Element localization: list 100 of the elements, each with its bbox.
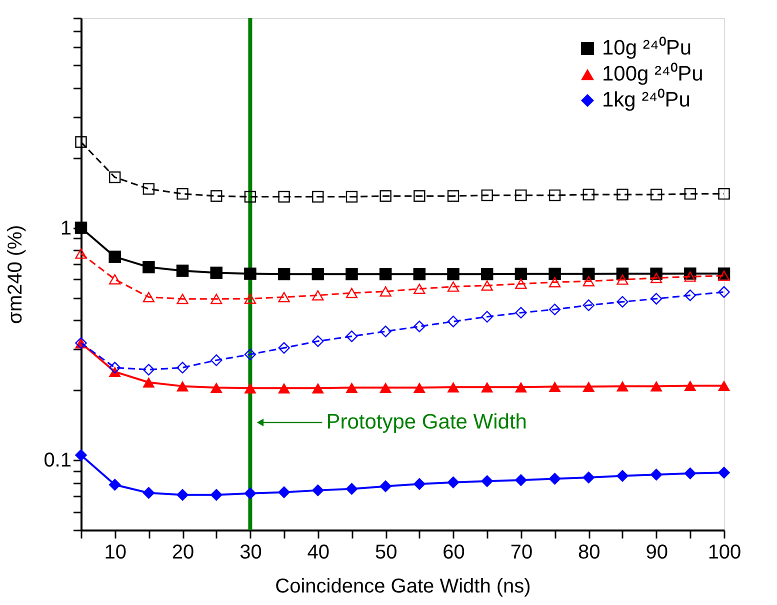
point [684,289,696,302]
y-tick-label: 0.1 [44,450,72,472]
point [684,188,696,200]
point [176,264,189,277]
point [380,286,392,297]
point [514,382,528,392]
point [548,268,561,280]
point [278,190,290,203]
x-tick-label: 50 [374,542,398,564]
point [109,274,121,284]
point [515,189,527,202]
point [718,188,730,200]
point [616,274,628,285]
y-tick-label: 1 [60,217,72,240]
point [515,278,527,289]
point [650,380,662,392]
legend-label: 100g ²⁴⁰Pu [602,62,704,86]
point [210,294,222,304]
point [244,190,256,203]
point [210,354,222,366]
point [244,294,256,304]
x-tick-label: 10 [104,542,126,564]
point [481,310,493,323]
x-tick-label: 70 [510,542,533,564]
point [447,190,460,202]
point [176,488,189,502]
point [481,280,493,291]
point [718,286,730,298]
x-tick-label: 20 [172,542,194,564]
point [447,281,460,292]
point [447,476,460,488]
point [548,381,561,392]
point [312,382,324,394]
point [548,277,561,288]
point [278,486,290,498]
point [480,474,494,488]
point [548,472,561,485]
point [312,290,324,300]
point [684,467,696,480]
x-tick-label: 100 [708,542,742,564]
point [650,272,662,284]
point [480,268,494,280]
point [582,268,595,280]
point [684,272,696,282]
point [312,268,324,280]
point [75,136,87,148]
point [684,380,696,392]
point [650,188,662,200]
x-axis-title: Coincidence Gate Width (ns) [275,576,531,598]
x-tick-label: 60 [442,542,465,564]
y-axis-title: σm240 (%) [4,224,27,324]
point [176,294,188,304]
point [514,268,528,280]
point [414,320,426,332]
point [481,189,493,202]
point [176,188,188,200]
point [447,268,460,280]
point [379,480,392,492]
point [176,380,189,392]
point [278,382,290,394]
point [108,250,121,263]
x-tick-label: 30 [240,542,262,564]
point [582,188,594,200]
point [413,268,426,280]
point [718,380,730,392]
point [210,488,222,502]
point [346,330,358,342]
point [142,377,155,388]
point [414,284,426,294]
point [312,335,324,348]
point [480,382,494,392]
point [244,382,256,394]
point [108,478,121,491]
point [142,292,155,302]
point [718,466,730,479]
point [244,268,256,280]
annotation: Prototype Gate Width [326,410,527,434]
point [616,188,628,200]
point [312,190,324,203]
point [447,316,460,328]
point [109,171,121,184]
point [346,482,358,495]
point [244,348,256,360]
point [582,299,594,312]
x-tick-label: 90 [646,542,668,564]
point [176,362,188,374]
x-tick-label: 80 [578,542,600,564]
legend-label: 10g ²⁴⁰Pu [602,36,692,60]
point [346,288,358,298]
point [718,270,730,281]
point [380,326,392,338]
point [346,382,358,393]
point [515,306,527,319]
point [650,292,662,305]
point [413,382,426,393]
legend-label: 1kg ²⁴⁰Pu [602,88,690,112]
point [346,268,358,280]
point [548,189,561,202]
point [210,382,222,393]
point [74,449,88,462]
